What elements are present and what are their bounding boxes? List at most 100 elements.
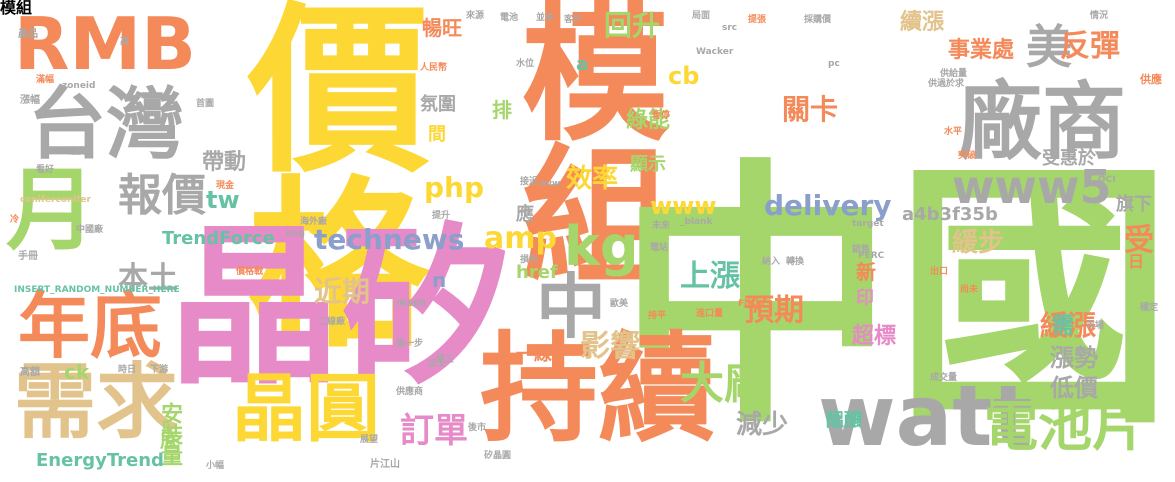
word: 模組 [496, 0, 668, 281]
word: 台灣 [28, 80, 185, 170]
word: 進一步 [396, 339, 424, 349]
word: n [432, 268, 447, 292]
word: EnergyTrend [36, 450, 164, 471]
word: 新 [856, 260, 876, 284]
word: 損失 [520, 255, 539, 265]
word: 價格 [217, 0, 429, 344]
word: 減少 [736, 410, 789, 440]
word: 首圖 [196, 99, 215, 109]
word: 醞釀 [826, 410, 862, 431]
word: 第三 [436, 355, 455, 365]
word: 後市 [468, 423, 487, 433]
word: 底 [160, 428, 180, 452]
word: 回升 [604, 9, 661, 42]
word: 供過於求 [928, 79, 965, 89]
word: 週度 [68, 147, 87, 157]
word: 漲幅 [20, 95, 40, 106]
word: 效率 [566, 164, 619, 194]
word: 綠能 [626, 108, 671, 133]
word: php [424, 171, 485, 204]
word: 訂單 [400, 411, 468, 451]
word: 緩步 [952, 228, 1005, 258]
word: www [650, 192, 717, 220]
word: 事業處 [948, 38, 1015, 63]
word: 手冊 [18, 251, 38, 262]
word: 銷售 [852, 245, 871, 255]
word: 間 [428, 124, 446, 145]
word: 中國廠 [76, 225, 104, 235]
word: 時日 [118, 365, 137, 375]
word: kg [564, 215, 639, 278]
word: 二線廠 [318, 317, 346, 327]
word: 產品 [18, 29, 38, 40]
word: 尚未 [960, 285, 979, 295]
word: 來源 [466, 11, 485, 21]
word: 低價 [1050, 374, 1098, 402]
word: 暢旺 [422, 16, 462, 40]
word: 模組 [0, 0, 33, 17]
word: 晶圓 [232, 366, 380, 452]
word: Wacker [696, 47, 734, 57]
word: 矽晶圓 [484, 451, 512, 461]
word: 氛圍 [420, 94, 456, 115]
word: OCI [1098, 175, 1116, 185]
word: 成交量 [930, 373, 958, 383]
word: 接近 [520, 177, 539, 187]
word: 水位 [516, 59, 535, 69]
word: 持平 [648, 311, 667, 321]
word: 一線 [516, 344, 552, 365]
word: 顯示 [630, 154, 666, 175]
word: 供應 [1140, 73, 1162, 86]
word: Flickr [738, 299, 767, 309]
word: 海外廠 [300, 217, 328, 227]
word: href [516, 262, 558, 283]
word: technews [314, 223, 465, 256]
word: _blank [680, 217, 713, 227]
word: 報價 [118, 170, 206, 221]
word: 電池片 [984, 395, 1146, 458]
word: 中國 [617, 137, 1173, 461]
word: 並未 [536, 13, 555, 23]
word: 應 [516, 204, 534, 225]
word: www5 [952, 160, 1112, 214]
word: 提升 [432, 211, 451, 221]
word: 高 [120, 37, 130, 47]
word: 排 [492, 98, 512, 122]
word: 提張 [748, 15, 767, 25]
word: 情況 [1090, 11, 1109, 21]
word: tw [206, 186, 240, 214]
word: 未來 [652, 221, 671, 231]
word: target [852, 219, 884, 229]
word: 小幅 [206, 461, 225, 471]
word: 日 [1128, 252, 1145, 271]
word: 反彈 [1060, 29, 1120, 64]
word: 持續 [480, 320, 717, 458]
word: 進口量 [696, 309, 724, 319]
word: 暫停 [652, 111, 671, 121]
word: 出口 [930, 267, 949, 277]
word: 採購價 [804, 15, 832, 25]
word: 需求 [14, 355, 179, 450]
word: delivery [764, 189, 892, 222]
word: 月 [6, 158, 96, 263]
word: 冷 [10, 215, 20, 225]
word: src [722, 23, 738, 33]
word: 安裝量 [157, 402, 182, 466]
word: 供給量 [940, 69, 968, 79]
word: 帶動 [202, 150, 247, 175]
word: 電站 [650, 243, 669, 253]
word: 穩定 [1140, 303, 1159, 313]
word: 廠商 [958, 73, 1127, 171]
word: 人民幣 [420, 63, 448, 73]
word: 續漲 [900, 10, 945, 35]
word: 緩漲 [1040, 309, 1097, 342]
word: 供應商 [396, 387, 424, 397]
word: a [576, 54, 589, 75]
word: 關卡 [782, 93, 839, 126]
word: 上漲 [680, 259, 740, 294]
word: 近期 [314, 275, 371, 308]
word: 旗下 [1116, 194, 1152, 215]
word: 滿幅 [36, 75, 55, 85]
word: 晶矽 [168, 207, 512, 408]
word: 受惠於 [1042, 148, 1096, 169]
